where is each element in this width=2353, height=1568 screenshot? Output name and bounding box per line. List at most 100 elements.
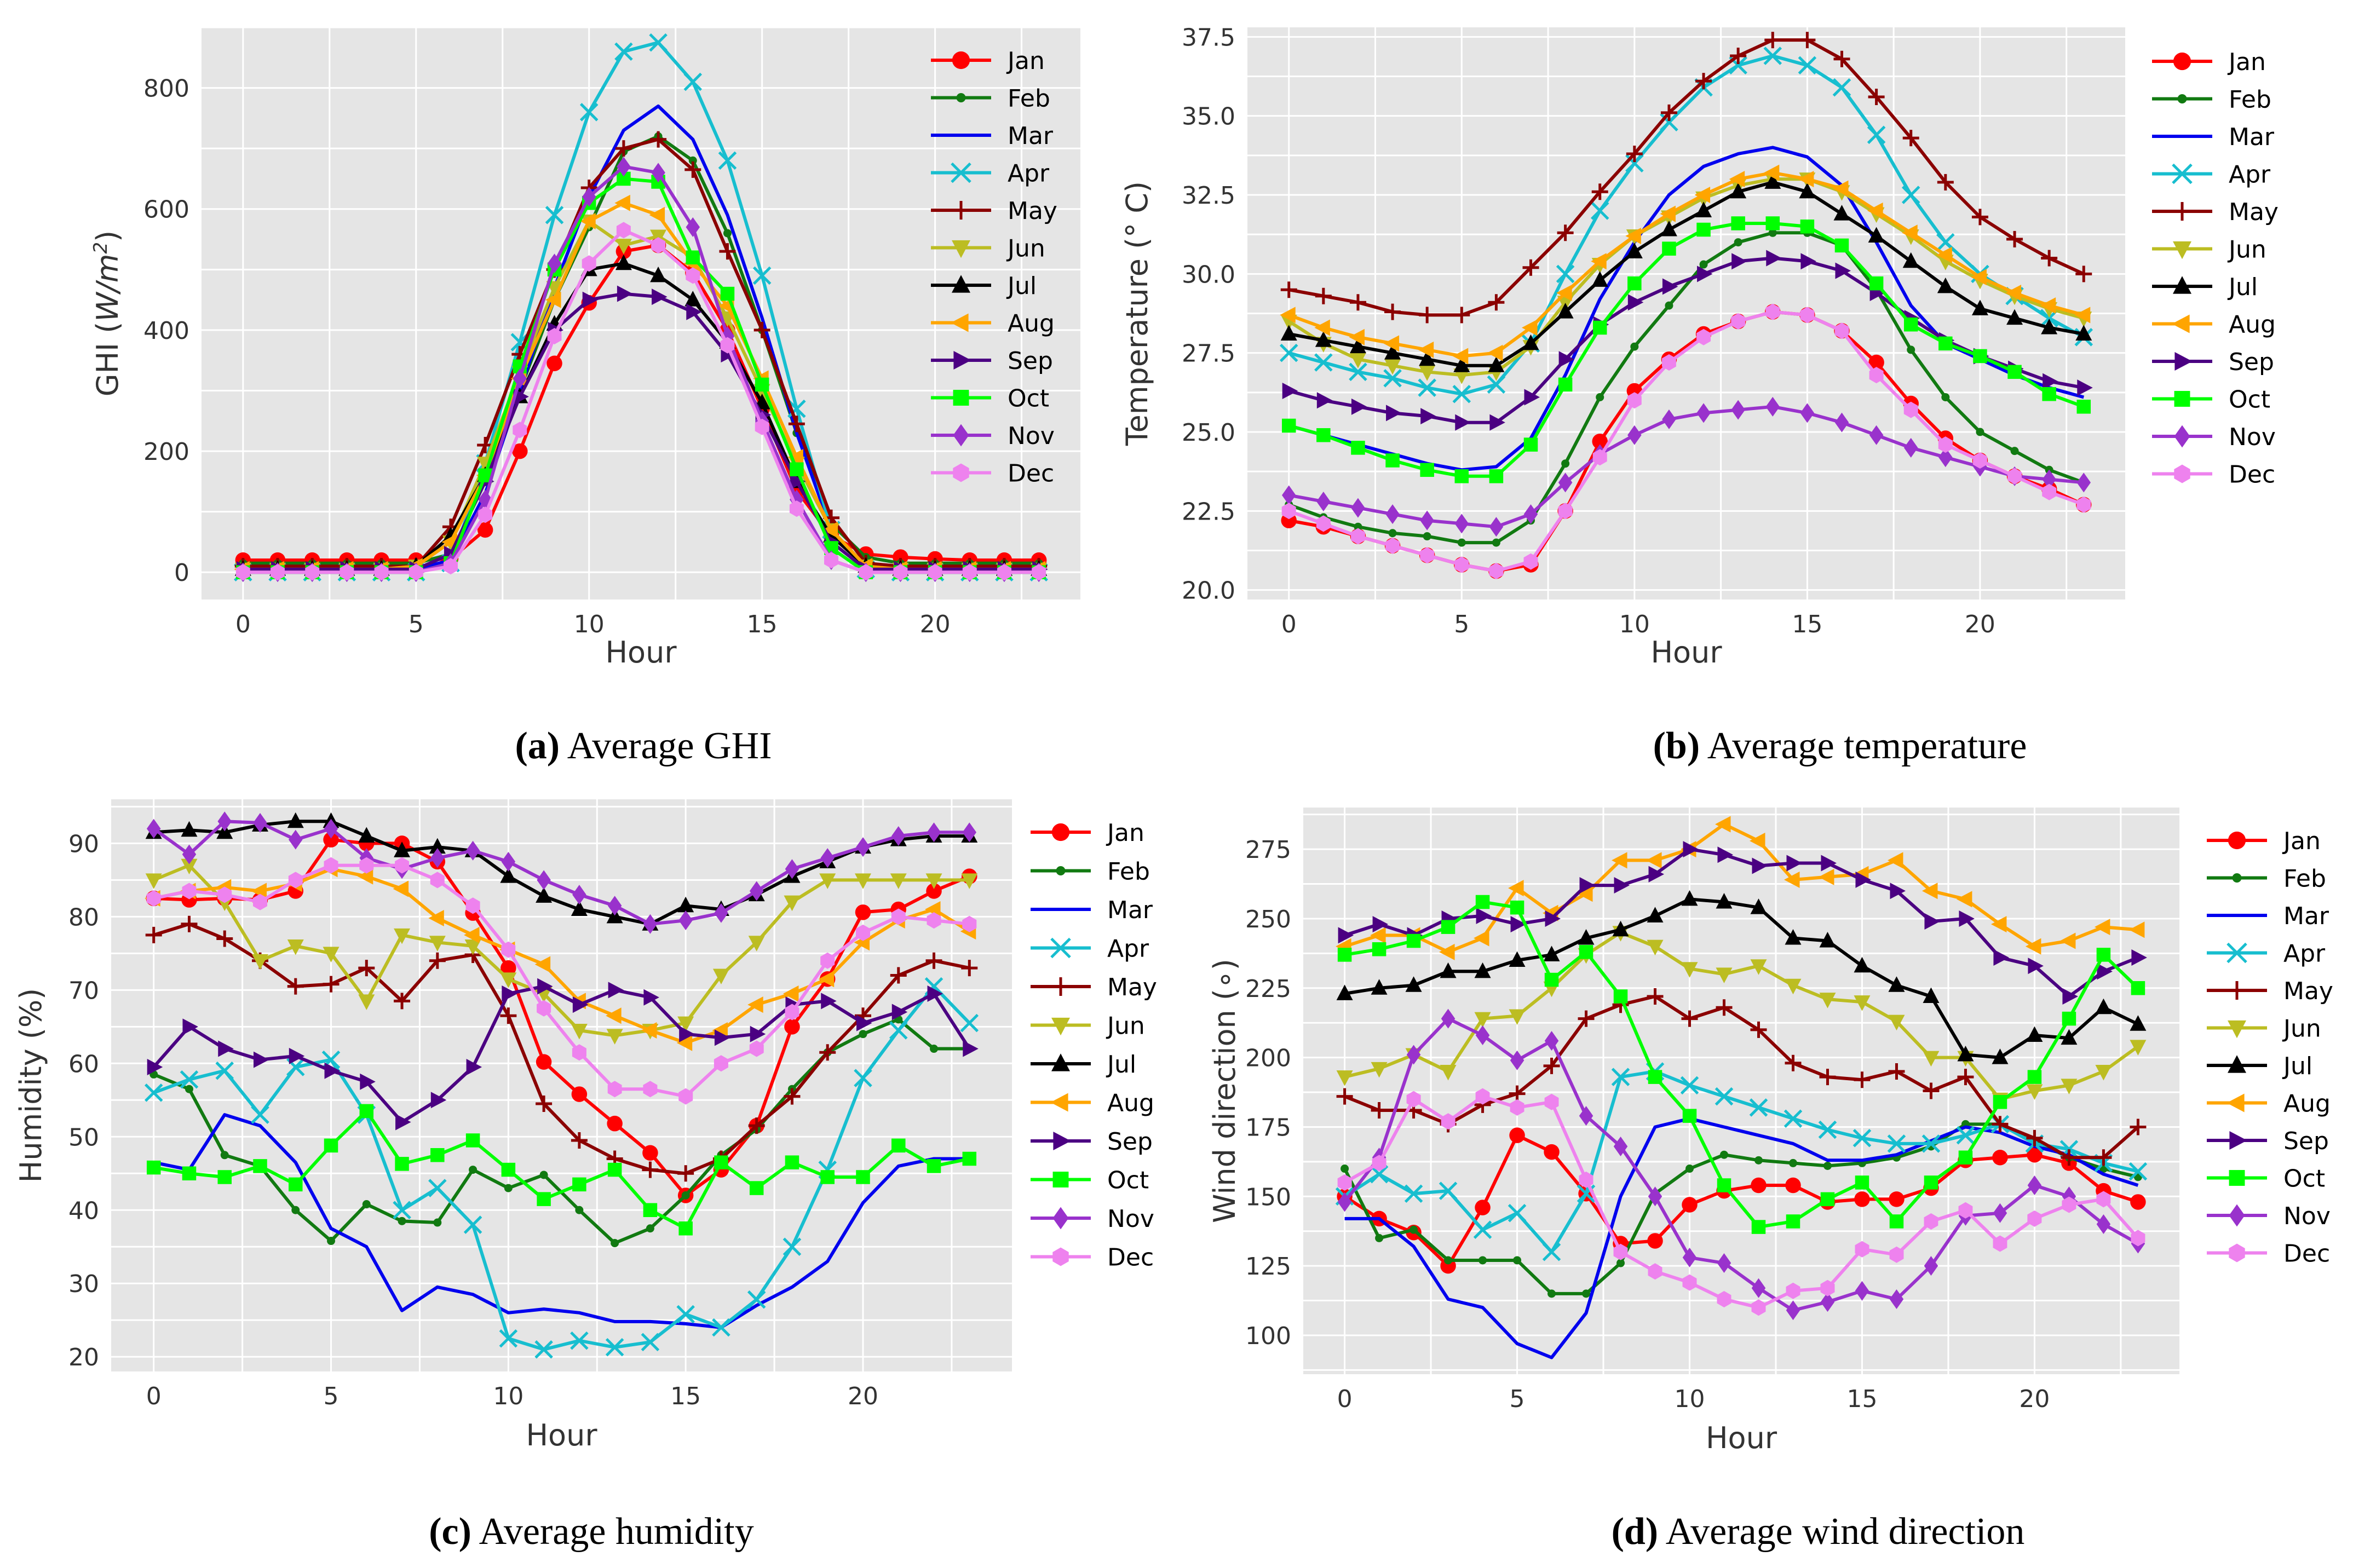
data-point-may	[753, 321, 770, 338]
data-point-nov	[1993, 1203, 2007, 1223]
data-point-jul	[429, 838, 446, 854]
data-point-sep	[1835, 262, 1851, 279]
data-point-aug	[1694, 186, 1711, 203]
data-point-sep	[1648, 866, 1665, 883]
data-point-oct	[1751, 1220, 1766, 1234]
data-point-nov	[1544, 1031, 1559, 1051]
data-point-sep	[617, 285, 633, 302]
data-point-oct	[1627, 276, 1642, 291]
data-point-jan	[1475, 1200, 1491, 1215]
data-point-jun	[1888, 1014, 1905, 1031]
data-point-feb	[1699, 260, 1708, 269]
data-point-may	[2061, 1149, 2078, 1166]
data-point-jan	[642, 1145, 658, 1161]
data-point-aug	[428, 910, 444, 927]
data-point-dec	[997, 564, 1011, 581]
data-point-may	[536, 1095, 553, 1112]
data-point-jul	[1280, 325, 1297, 341]
data-point-jan	[500, 960, 516, 976]
data-point-jun	[2061, 1079, 2078, 1094]
data-point-oct	[1958, 1150, 1973, 1165]
y-axis-label: Temperature (° C)	[1120, 181, 1154, 446]
series-line-nov	[1343, 1017, 2139, 1312]
data-point-apr	[1349, 362, 1367, 382]
data-point-dec	[1406, 1091, 1421, 1108]
data-point-sep	[1386, 405, 1402, 422]
data-point-oct	[891, 1138, 906, 1153]
y-tick-label: 150	[1245, 1183, 1291, 1211]
data-point-dec	[1372, 1155, 1387, 1172]
x-tick-label: 20	[848, 1382, 878, 1410]
data-point-jul	[2041, 318, 2058, 335]
x-tick-label: 10	[1619, 610, 1650, 638]
data-point-jul	[358, 827, 375, 843]
data-point-apr	[463, 1215, 482, 1234]
y-axis-label: GHI (W/m2)	[90, 230, 125, 397]
data-point-nov	[1820, 1292, 1835, 1312]
data-point-sep	[572, 996, 589, 1013]
data-point-dec	[1454, 556, 1469, 573]
data-point-jul	[287, 812, 304, 828]
data-point-oct	[927, 1159, 941, 1173]
data-point-jul	[1992, 1048, 2009, 1064]
data-point-aug	[1784, 871, 1800, 888]
data-point-dec	[1924, 1213, 1938, 1230]
data-point-sep	[963, 1040, 979, 1057]
data-point-jan	[1785, 1177, 1801, 1194]
data-point-may	[1868, 89, 1885, 106]
data-point-aug	[1902, 224, 1918, 241]
legend-label: Mar	[1107, 896, 1153, 924]
data-point-aug	[1625, 228, 1641, 245]
legend-label: Oct	[2283, 1165, 2325, 1193]
legend-item-feb: Feb	[2207, 865, 2326, 893]
legend-label: Apr	[2229, 161, 2271, 189]
legend-marker	[2227, 1093, 2245, 1112]
data-point-dec	[1696, 328, 1711, 345]
data-point-jun	[181, 858, 198, 875]
data-point-nov	[1800, 403, 1815, 423]
data-point-sep	[1338, 927, 1354, 944]
data-point-jan	[323, 832, 339, 848]
data-point-sep	[360, 1073, 376, 1090]
data-point-may	[500, 1007, 517, 1024]
data-point-nov	[2096, 1214, 2111, 1235]
legend-item-nov: Nov	[1031, 1205, 1154, 1233]
legend-label: Aug	[2283, 1090, 2331, 1118]
data-point-may	[748, 1117, 765, 1134]
data-point-oct	[1406, 933, 1421, 948]
data-point-oct	[720, 286, 735, 301]
data-point-apr	[1921, 1134, 1941, 1153]
legend-item-sep: Sep	[2207, 1127, 2329, 1155]
data-point-apr	[570, 1331, 589, 1350]
data-point-jun	[854, 873, 871, 889]
data-point-jul	[1474, 962, 1491, 978]
data-point-apr	[1508, 1203, 1527, 1223]
data-point-jul	[1888, 976, 1905, 992]
data-point-jul	[1626, 243, 1643, 258]
data-point-oct	[1281, 418, 1296, 433]
data-point-sep	[608, 982, 624, 999]
legend-marker	[951, 313, 969, 332]
x-tick-label: 15	[1846, 1385, 1877, 1413]
data-point-jul	[2130, 1015, 2147, 1031]
data-point-oct	[217, 1170, 232, 1184]
legend-marker	[2174, 464, 2190, 483]
data-point-nov	[1475, 1025, 1490, 1046]
series-jul	[1280, 173, 2092, 372]
data-point-dec	[962, 915, 977, 932]
y-tick-label: 40	[68, 1197, 99, 1225]
data-point-apr	[1867, 125, 1886, 145]
data-point-apr	[180, 1070, 199, 1089]
legend-item-jun: Jun	[2152, 236, 2266, 264]
legend-label: Jan	[1006, 47, 1045, 75]
data-point-jun	[712, 969, 729, 985]
y-tick-label: 0	[174, 559, 189, 587]
data-point-jun	[1371, 1062, 1388, 1078]
series-dec	[235, 222, 1046, 581]
data-point-may	[1349, 294, 1366, 311]
data-point-sep	[1545, 910, 1561, 927]
data-point-may	[788, 416, 805, 433]
legend-item-jun: Jun	[931, 235, 1045, 263]
data-point-aug	[649, 206, 665, 223]
data-point-may	[1888, 1063, 1905, 1080]
